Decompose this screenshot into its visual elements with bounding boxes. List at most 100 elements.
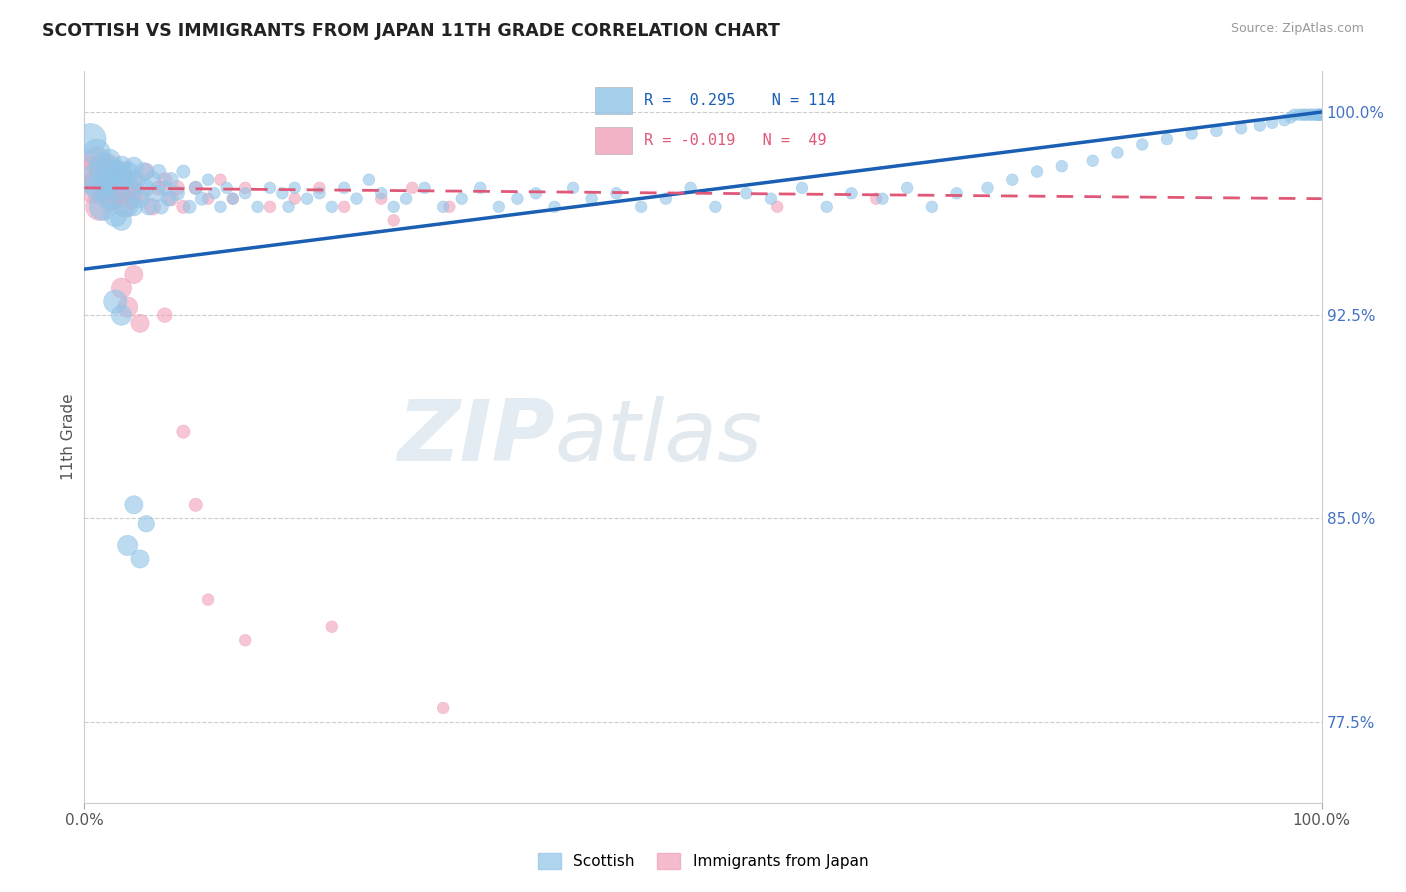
Point [108, 181, 131, 195]
Text: Source: ZipAtlas.com: Source: ZipAtlas.com [1230, 22, 1364, 36]
Point [209, 172, 232, 186]
Point [815, 200, 838, 214]
Legend: Scottish, Immigrants from Japan: Scottish, Immigrants from Japan [531, 847, 875, 875]
Point [233, 186, 256, 201]
Point [1107, 145, 1129, 160]
Point [215, 181, 238, 195]
Point [1001, 172, 1024, 186]
Point [333, 200, 356, 214]
Point [79, 164, 101, 178]
Point [117, 300, 139, 314]
Point [506, 192, 529, 206]
Point [112, 172, 135, 186]
Point [1156, 132, 1178, 146]
Point [184, 498, 207, 512]
Point [150, 200, 173, 214]
Point [1308, 108, 1330, 122]
Point [222, 192, 245, 206]
Point [1298, 108, 1320, 122]
Point [655, 192, 678, 206]
Text: ZIP: ZIP [396, 395, 554, 479]
Point [129, 186, 152, 201]
Point [110, 308, 132, 322]
Point [98, 153, 121, 168]
Point [524, 186, 547, 201]
Point [172, 200, 194, 214]
Point [148, 164, 170, 178]
Point [382, 200, 405, 214]
Point [1274, 113, 1296, 128]
Point [104, 172, 127, 186]
Point [166, 186, 188, 201]
Text: SCOTTISH VS IMMIGRANTS FROM JAPAN 11TH GRADE CORRELATION CHART: SCOTTISH VS IMMIGRANTS FROM JAPAN 11TH G… [42, 22, 780, 40]
Point [1130, 137, 1153, 152]
Point [432, 200, 454, 214]
Point [259, 181, 281, 195]
Point [1309, 108, 1331, 122]
Point [110, 164, 132, 178]
Point [581, 192, 603, 206]
Point [271, 186, 294, 201]
Point [1050, 159, 1073, 173]
Point [153, 308, 176, 322]
Point [222, 192, 245, 206]
Point [91, 200, 114, 214]
Point [1249, 119, 1271, 133]
Point [91, 164, 114, 178]
Point [197, 172, 219, 186]
Point [122, 268, 145, 282]
Point [233, 633, 256, 648]
Point [197, 592, 219, 607]
Point [1306, 108, 1329, 122]
Point [333, 181, 356, 195]
Point [110, 281, 132, 295]
Point [346, 192, 368, 206]
Point [450, 192, 472, 206]
Point [157, 192, 180, 206]
Point [382, 213, 405, 227]
Point [1205, 124, 1227, 138]
Point [321, 200, 343, 214]
Point [141, 172, 163, 186]
Point [160, 192, 183, 206]
Point [104, 208, 127, 222]
Point [122, 498, 145, 512]
Point [129, 192, 152, 206]
Point [872, 192, 894, 206]
Point [921, 200, 943, 214]
Point [98, 159, 121, 173]
Point [104, 164, 127, 178]
Point [132, 164, 155, 178]
Point [160, 172, 183, 186]
Point [1279, 111, 1302, 125]
Point [543, 200, 565, 214]
Point [1305, 108, 1327, 122]
Point [1295, 108, 1317, 122]
Point [896, 181, 918, 195]
Point [79, 132, 101, 146]
Point [841, 186, 863, 201]
Point [1309, 108, 1331, 122]
Point [945, 186, 967, 201]
Point [277, 200, 299, 214]
Point [395, 192, 418, 206]
Point [100, 172, 122, 186]
Point [135, 516, 157, 531]
Point [488, 200, 510, 214]
Point [766, 200, 789, 214]
Point [122, 159, 145, 173]
Point [401, 181, 423, 195]
Point [308, 181, 330, 195]
Point [122, 172, 145, 186]
Point [117, 164, 139, 178]
Point [562, 181, 585, 195]
Point [759, 192, 782, 206]
Point [1292, 108, 1315, 122]
Point [172, 164, 194, 178]
Point [704, 200, 727, 214]
Point [790, 181, 813, 195]
Point [89, 181, 111, 195]
Point [1026, 164, 1049, 178]
Point [432, 701, 454, 715]
Point [153, 181, 176, 195]
